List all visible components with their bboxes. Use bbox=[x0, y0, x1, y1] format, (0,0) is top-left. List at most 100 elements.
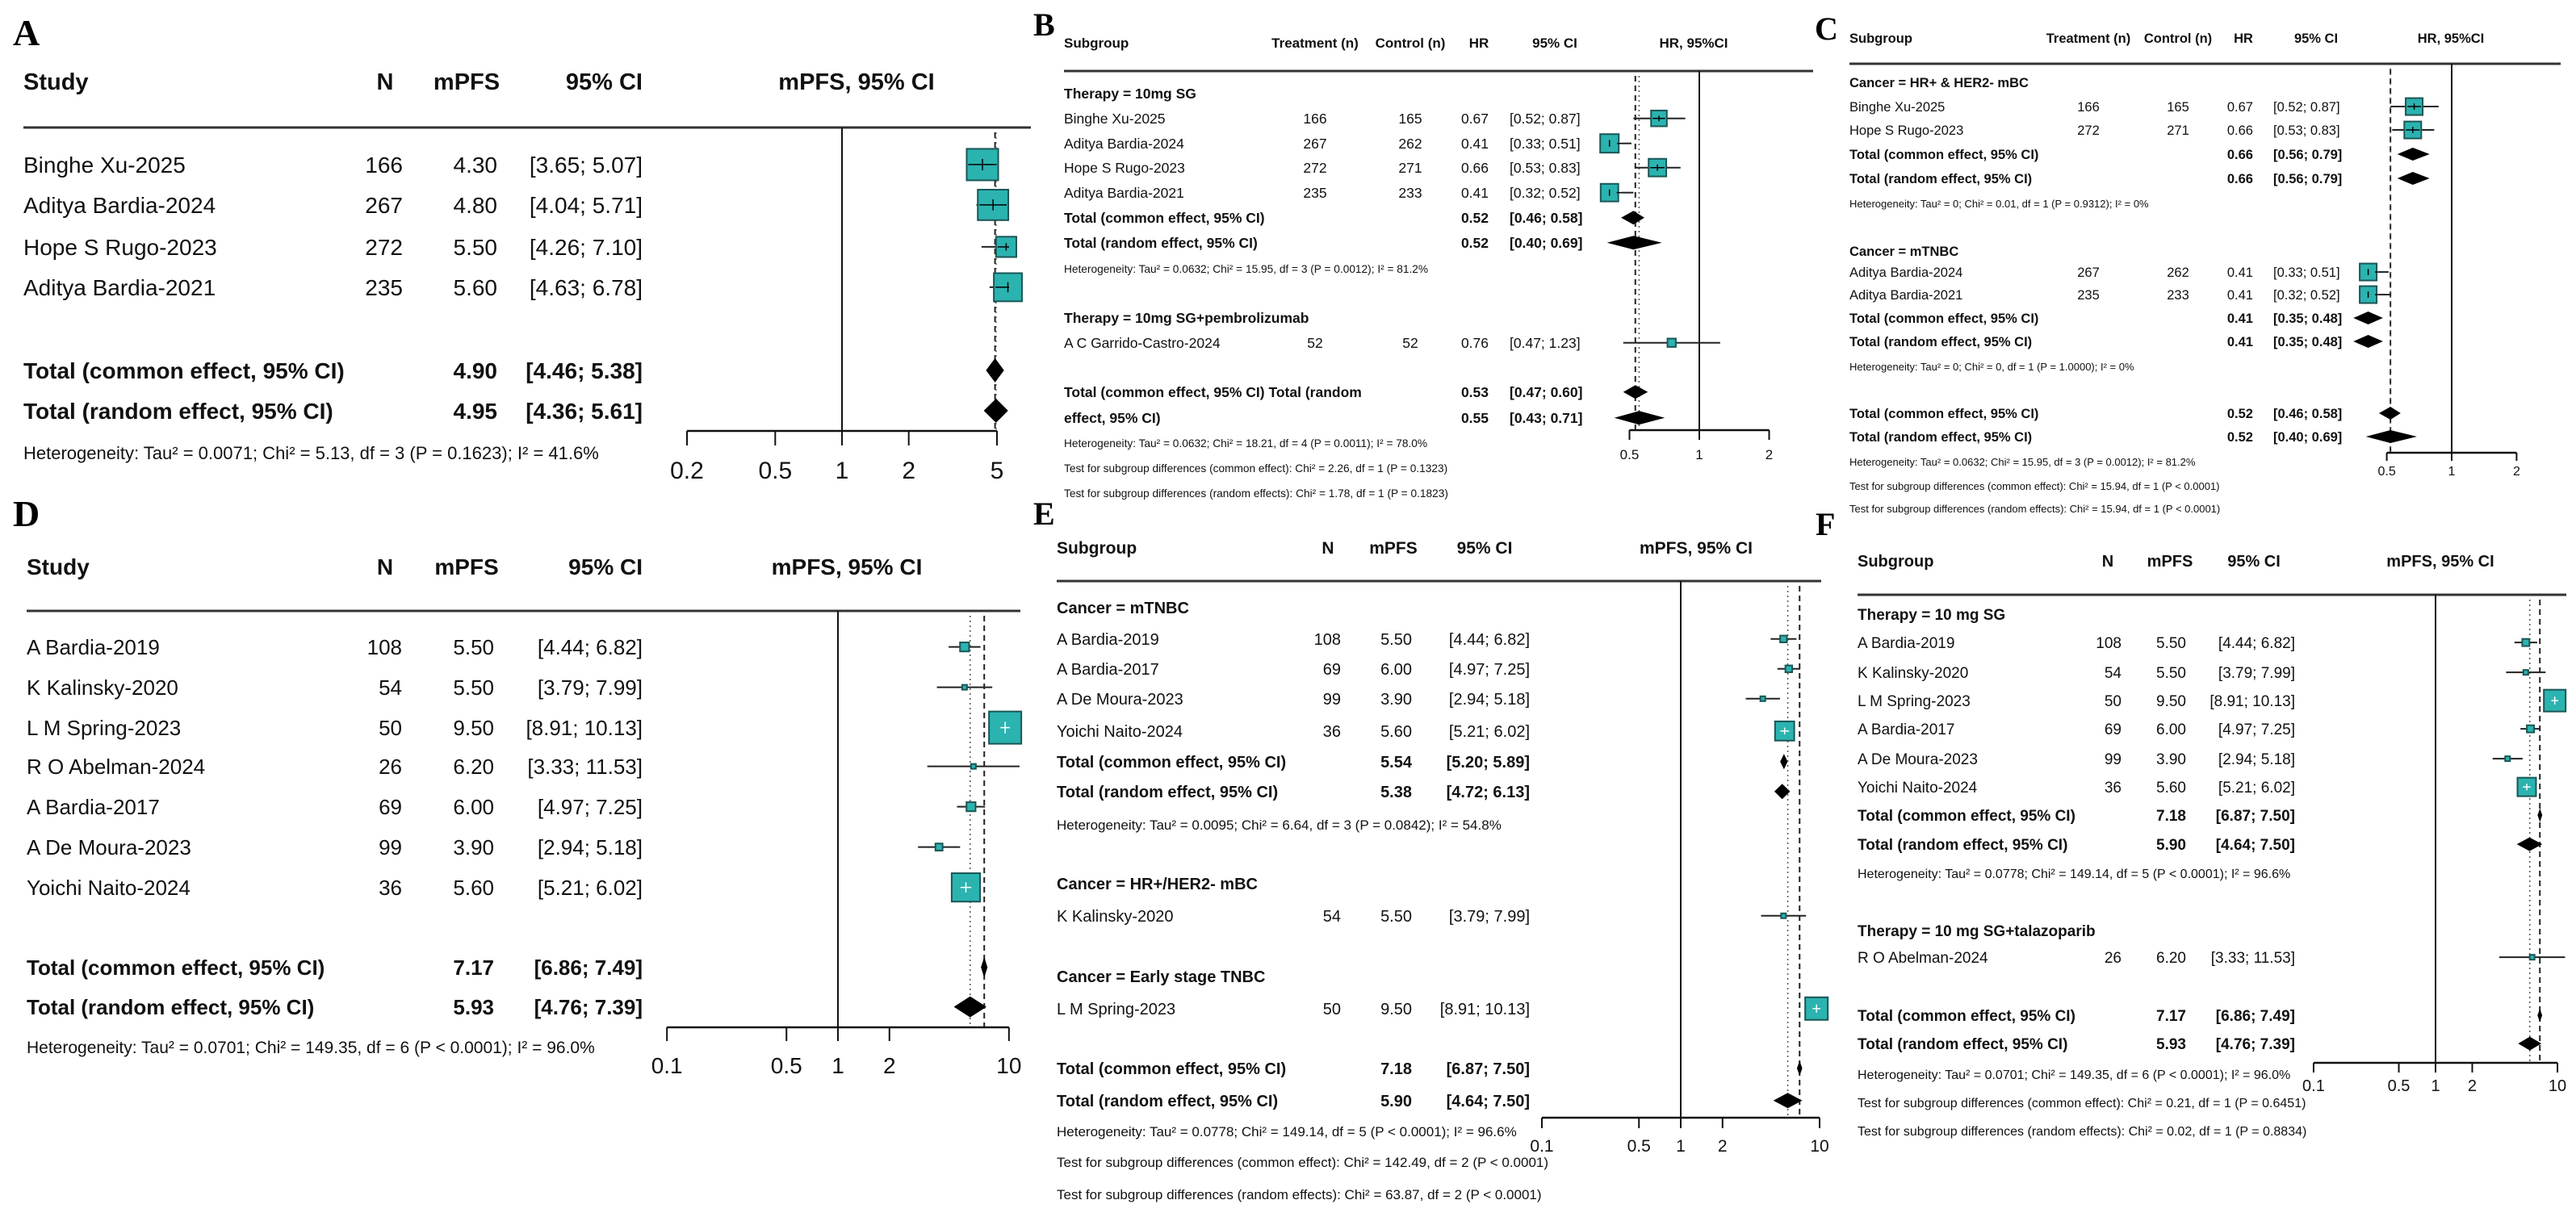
total-label: Total (common effect, 95% CI) bbox=[1057, 1060, 1286, 1078]
table-cell: 4.90 bbox=[454, 358, 498, 383]
axis-tick-label: 0.2 bbox=[670, 458, 704, 484]
table-cell: [3.33; 11.53] bbox=[527, 755, 643, 779]
table-cell: 166 bbox=[1303, 111, 1326, 127]
pooled-diamond bbox=[1796, 1060, 1803, 1077]
table-cell: [3.65; 5.07] bbox=[530, 153, 643, 178]
table-cell: 7.18 bbox=[2156, 808, 2186, 825]
axis-tick-label: 2 bbox=[1766, 447, 1773, 462]
table-cell: 5.54 bbox=[1380, 754, 1413, 771]
pooled-diamond bbox=[1606, 236, 1662, 250]
table-cell: [8.91; 10.13] bbox=[2209, 693, 2295, 710]
subgroup-test-text: Test for subgroup differences (random ef… bbox=[1064, 487, 1448, 500]
pooled-diamond bbox=[2518, 1036, 2542, 1051]
heterogeneity-text: Heterogeneity: Tau² = 0.0632; Chi² = 15.… bbox=[1849, 456, 2196, 468]
axis-tick-label: 0.5 bbox=[2377, 465, 2395, 479]
column-header: mPFS bbox=[1369, 539, 1418, 558]
subgroup-heading: Cancer = mTNBC bbox=[1849, 245, 1958, 259]
table-cell: [6.86; 7.49] bbox=[534, 955, 643, 980]
pooled-diamond bbox=[1780, 754, 1788, 770]
panel-label: B bbox=[1033, 6, 1055, 43]
table-cell: [0.40; 0.69] bbox=[2273, 430, 2342, 445]
table-cell: 235 bbox=[365, 275, 403, 300]
study-name: Aditya Bardia-2024 bbox=[23, 193, 216, 218]
table-cell: 50 bbox=[2105, 693, 2122, 710]
table-cell: 267 bbox=[365, 193, 403, 218]
table-cell: [4.63; 6.78] bbox=[530, 275, 643, 300]
column-header: 95% CI bbox=[566, 69, 643, 95]
table-cell: 3.90 bbox=[453, 835, 494, 859]
study-marker bbox=[927, 763, 1020, 770]
axis-tick-label: 0.1 bbox=[651, 1053, 683, 1078]
table-cell: [0.53; 0.83] bbox=[2273, 123, 2340, 138]
column-header: mPFS, 95% CI bbox=[2386, 553, 2494, 571]
heterogeneity-text: Heterogeneity: Tau² = 0.0632; Chi² = 18.… bbox=[1064, 437, 1427, 450]
table-cell: 0.41 bbox=[2227, 288, 2253, 303]
pooled-diamond bbox=[1621, 211, 1645, 225]
subgroup-heading: Cancer = mTNBC bbox=[1057, 600, 1189, 617]
study-marker bbox=[1774, 720, 1795, 742]
table-cell: [4.64; 7.50] bbox=[1447, 1093, 1530, 1110]
study-marker bbox=[1777, 664, 1800, 673]
table-cell: 5.93 bbox=[2156, 1036, 2186, 1053]
table-cell: 5.50 bbox=[454, 235, 498, 260]
study-name: R O Abelman-2024 bbox=[27, 755, 205, 779]
heterogeneity-text: Heterogeneity: Tau² = 0; Chi² = 0.01, df… bbox=[1849, 198, 2149, 210]
subgroup-test-text: Test for subgroup differences (random ef… bbox=[1858, 1125, 2306, 1139]
column-header: 95% CI bbox=[1532, 36, 1577, 51]
weight-square bbox=[2528, 954, 2536, 961]
weight-square bbox=[959, 642, 970, 653]
table-cell: [0.52; 0.87] bbox=[2273, 100, 2340, 115]
study-name: A De Moura-2023 bbox=[1057, 691, 1183, 709]
pooled-diamond bbox=[2353, 312, 2383, 325]
panel-b: B Subgroup Treatment (n) Control (n) HR 95% C… bbox=[1033, 6, 1813, 500]
total-label: Total (common effect, 95% CI) bbox=[1849, 407, 2038, 421]
study-marker bbox=[976, 189, 1010, 221]
axis-tick-label: 2 bbox=[883, 1053, 896, 1078]
table-cell: 3.90 bbox=[1380, 691, 1412, 709]
study-name: A C Garrido-Castro-2024 bbox=[1064, 335, 1221, 351]
table-cell: 166 bbox=[2077, 100, 2100, 115]
weight-square bbox=[1784, 664, 1794, 673]
column-header: mPFS, 95% CI bbox=[1640, 539, 1753, 558]
study-name: Aditya Bardia-2021 bbox=[1849, 288, 1962, 303]
subgroup-heading: Therapy = 10 mg SG bbox=[1858, 607, 2005, 624]
study-name: L M Spring-2023 bbox=[1858, 693, 1971, 710]
table-cell: 0.41 bbox=[2227, 266, 2253, 280]
panel-label: D bbox=[13, 493, 40, 534]
table-cell: [2.94; 5.18] bbox=[538, 835, 643, 859]
table-cell: 5.50 bbox=[453, 675, 494, 700]
table-cell: 99 bbox=[2105, 751, 2122, 768]
panel-label: F bbox=[1816, 506, 1835, 542]
study-name: A Bardia-2019 bbox=[1858, 635, 1954, 652]
study-marker bbox=[2492, 755, 2523, 763]
total-label: Total (common effect, 95% CI) bbox=[27, 955, 325, 980]
table-cell: 0.41 bbox=[1461, 185, 1489, 201]
table-cell: [4.44; 6.82] bbox=[538, 635, 643, 659]
table-cell: 272 bbox=[1303, 160, 1326, 176]
weight-square bbox=[2521, 638, 2531, 647]
study-name: Binghe Xu-2025 bbox=[1849, 100, 1945, 115]
table-cell: 7.17 bbox=[2156, 1008, 2186, 1025]
pooled-diamond bbox=[2537, 1008, 2543, 1022]
table-cell: 0.52 bbox=[2227, 407, 2253, 421]
table-cell: 4.80 bbox=[454, 193, 498, 218]
study-name: Aditya Bardia-2021 bbox=[1064, 185, 1184, 201]
table-cell: 54 bbox=[1323, 908, 1341, 926]
table-cell: 7.18 bbox=[1380, 1060, 1412, 1078]
study-name: A Bardia-2017 bbox=[27, 795, 160, 819]
table-cell: [0.46; 0.58] bbox=[2273, 407, 2342, 421]
subgroup-heading: Therapy = 10 mg SG+talazoparib bbox=[1858, 923, 2096, 940]
weight-square bbox=[2522, 669, 2529, 676]
pooled-diamond bbox=[1614, 411, 1665, 425]
table-cell: 0.66 bbox=[1461, 160, 1489, 176]
table-cell: [5.21; 6.02] bbox=[2218, 780, 2295, 797]
table-cell: 5.90 bbox=[1380, 1093, 1412, 1110]
table-cell: 99 bbox=[379, 835, 402, 859]
table-cell: 26 bbox=[2105, 950, 2122, 967]
table-cell: 5.50 bbox=[1380, 631, 1412, 649]
total-label: Total (common effect, 95% CI) bbox=[1849, 312, 2038, 326]
axis-tick-label: 0.5 bbox=[758, 458, 792, 484]
